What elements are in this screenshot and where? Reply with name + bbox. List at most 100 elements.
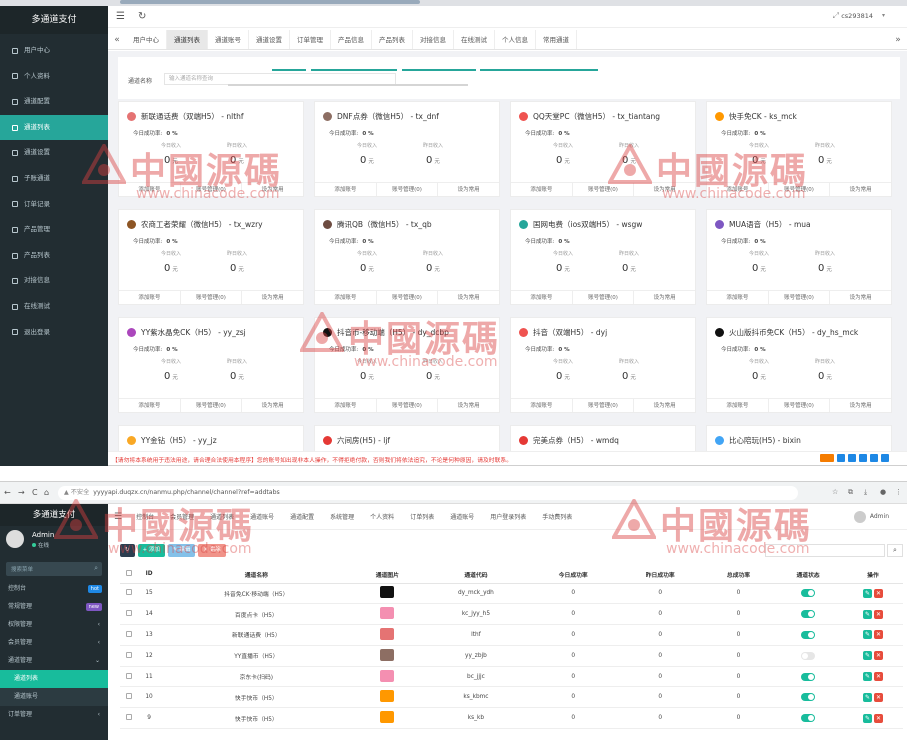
add-account-button[interactable]: 添加账号 <box>511 183 573 196</box>
delete-icon[interactable]: ✕ <box>873 672 883 682</box>
app-logo[interactable]: 多通道支付 <box>0 504 108 526</box>
manage-accounts-button[interactable]: 账号管理(0) <box>573 399 635 412</box>
tab-item[interactable]: 在线测试 <box>454 30 495 49</box>
admin-menu-item[interactable]: 常规管理 new <box>0 598 108 616</box>
status-toggle[interactable] <box>801 693 816 702</box>
add-account-button[interactable]: 添加账号 <box>315 291 377 304</box>
checkbox[interactable] <box>125 610 132 617</box>
fullscreen-icon[interactable]: ⤢ <box>832 11 839 20</box>
tab-item[interactable]: 常用通道 <box>536 30 577 49</box>
username-label[interactable]: cs293814 <box>841 12 873 20</box>
delete-icon[interactable]: ✕ <box>873 630 883 640</box>
set-favorite-button[interactable]: 设为常用 <box>457 403 480 409</box>
browser-menu-icon[interactable]: ⋮ <box>895 488 902 496</box>
topnav-item[interactable]: 订单列表 <box>410 514 435 521</box>
set-favorite-button[interactable]: 设为常用 <box>261 295 284 301</box>
sidebar-item[interactable]: 产品列表 <box>0 243 108 269</box>
select-all-checkbox[interactable] <box>120 566 138 584</box>
set-favorite-button[interactable]: 设为常用 <box>849 403 872 409</box>
set-favorite-button[interactable]: 设为常用 <box>457 295 480 301</box>
table-search-button[interactable]: ⌕ <box>887 544 903 557</box>
manage-accounts-button[interactable]: 账号管理(0) <box>573 183 635 196</box>
manage-accounts-button[interactable]: 账号管理(0) <box>377 291 439 304</box>
topnav-item[interactable]: 个人资料 <box>370 514 395 521</box>
tray-icon[interactable] <box>859 454 867 462</box>
tab-item[interactable]: 产品列表 <box>372 30 413 49</box>
topnav-item[interactable]: 系统管理 <box>330 514 355 521</box>
edit-icon[interactable]: ✎ <box>862 651 872 661</box>
menu-toggle-icon[interactable]: ☰ <box>114 511 123 522</box>
add-account-button[interactable]: 添加账号 <box>707 291 769 304</box>
tab-item[interactable]: 对接信息 <box>413 30 454 49</box>
set-favorite-button[interactable]: 设为常用 <box>653 403 676 409</box>
avatar[interactable] <box>6 530 24 548</box>
row-checkbox-cell[interactable] <box>120 583 138 605</box>
admin-menu-item[interactable]: 通道管理 ⌄ <box>0 652 108 670</box>
ime-icon[interactable] <box>820 454 834 462</box>
add-account-button[interactable]: 添加账号 <box>511 291 573 304</box>
checkbox[interactable] <box>125 714 132 721</box>
delete-icon[interactable]: ✕ <box>873 651 883 661</box>
sidebar-item[interactable]: 子账通道 <box>0 166 108 192</box>
address-bar[interactable]: ▲ 不安全 yyyyapi.duqzx.cn/nanmu.php/channel/… <box>58 486 798 500</box>
checkbox[interactable] <box>125 570 132 577</box>
checkbox[interactable] <box>125 693 132 700</box>
forward-icon[interactable]: → <box>18 488 25 497</box>
topnav-item[interactable]: 用户登录列表 <box>490 514 527 521</box>
row-checkbox-cell[interactable] <box>120 707 138 730</box>
bookmark-star-icon[interactable]: ☆ <box>832 488 839 496</box>
chevron-down-icon[interactable]: ▾ <box>881 12 885 19</box>
tab-item[interactable]: 产品信息 <box>331 30 372 49</box>
extensions-icon[interactable]: ⧉ <box>848 488 853 496</box>
tab-item[interactable]: 用户中心 <box>126 30 167 49</box>
manage-accounts-button[interactable]: 账号管理(0) <box>573 291 635 304</box>
tray-icon[interactable] <box>848 454 856 462</box>
manage-accounts-button[interactable]: 账号管理(0) <box>377 399 439 412</box>
manage-accounts-button[interactable]: 账号管理(0) <box>181 183 243 196</box>
sidebar-item[interactable]: 在线测试 <box>0 294 108 320</box>
checkbox[interactable] <box>125 589 132 596</box>
status-toggle[interactable] <box>801 589 816 598</box>
tray-icon[interactable] <box>881 454 889 462</box>
profile-icon[interactable]: ● <box>880 488 887 496</box>
topnav-item[interactable]: 手动费列表 <box>542 514 573 521</box>
status-toggle[interactable] <box>801 610 816 619</box>
tab-item[interactable]: 订单管理 <box>290 30 331 49</box>
set-favorite-button[interactable]: 设为常用 <box>261 403 284 409</box>
refresh-icon[interactable]: ↻ <box>138 11 147 22</box>
set-favorite-button[interactable]: 设为常用 <box>653 295 676 301</box>
back-icon[interactable]: ← <box>4 488 11 497</box>
security-indicator[interactable]: ▲ 不安全 <box>64 489 90 496</box>
add-account-button[interactable]: 添加账号 <box>315 183 377 196</box>
status-toggle[interactable] <box>801 630 816 639</box>
add-account-button[interactable]: 添加账号 <box>315 399 377 412</box>
delete-button[interactable]: ✕ 删除 <box>198 544 226 557</box>
menu-search-input[interactable]: 搜索菜单 ⌕ <box>6 562 102 576</box>
topnav-item[interactable]: 通道配置 <box>290 514 315 521</box>
add-account-button[interactable]: 添加账号 <box>707 183 769 196</box>
tab-item[interactable]: 个人信息 <box>495 30 536 49</box>
topnav-item[interactable]: 通道账号 <box>250 514 275 521</box>
delete-icon[interactable]: ✕ <box>873 713 883 723</box>
row-checkbox-cell[interactable] <box>120 645 138 667</box>
admin-menu-item[interactable]: 通道列表 <box>0 670 108 688</box>
add-account-button[interactable]: 添加账号 <box>119 291 181 304</box>
add-account-button[interactable]: 添加账号 <box>119 399 181 412</box>
edit-icon[interactable]: ✎ <box>862 630 872 640</box>
edit-button[interactable]: ✎ 编辑 <box>167 544 196 557</box>
status-toggle[interactable] <box>801 672 816 681</box>
row-checkbox-cell[interactable] <box>120 686 138 709</box>
set-favorite-button[interactable]: 设为常用 <box>261 187 284 193</box>
table-search-input[interactable] <box>765 544 885 557</box>
admin-menu-item[interactable]: 控制台 hot <box>0 580 108 598</box>
add-account-button[interactable]: 添加账号 <box>511 399 573 412</box>
checkbox[interactable] <box>125 630 132 637</box>
topnav-item[interactable]: 通道列表 <box>210 514 235 521</box>
manage-accounts-button[interactable]: 账号管理(0) <box>769 399 831 412</box>
search-icon[interactable]: ⌕ <box>94 564 98 572</box>
topnav-item[interactable]: 通道账号 <box>450 514 475 521</box>
sidebar-item[interactable]: 个人资料 <box>0 64 108 90</box>
edit-icon[interactable]: ✎ <box>862 588 872 598</box>
set-favorite-button[interactable]: 设为常用 <box>457 187 480 193</box>
tabs-scroll-right-icon[interactable]: » <box>895 35 901 45</box>
